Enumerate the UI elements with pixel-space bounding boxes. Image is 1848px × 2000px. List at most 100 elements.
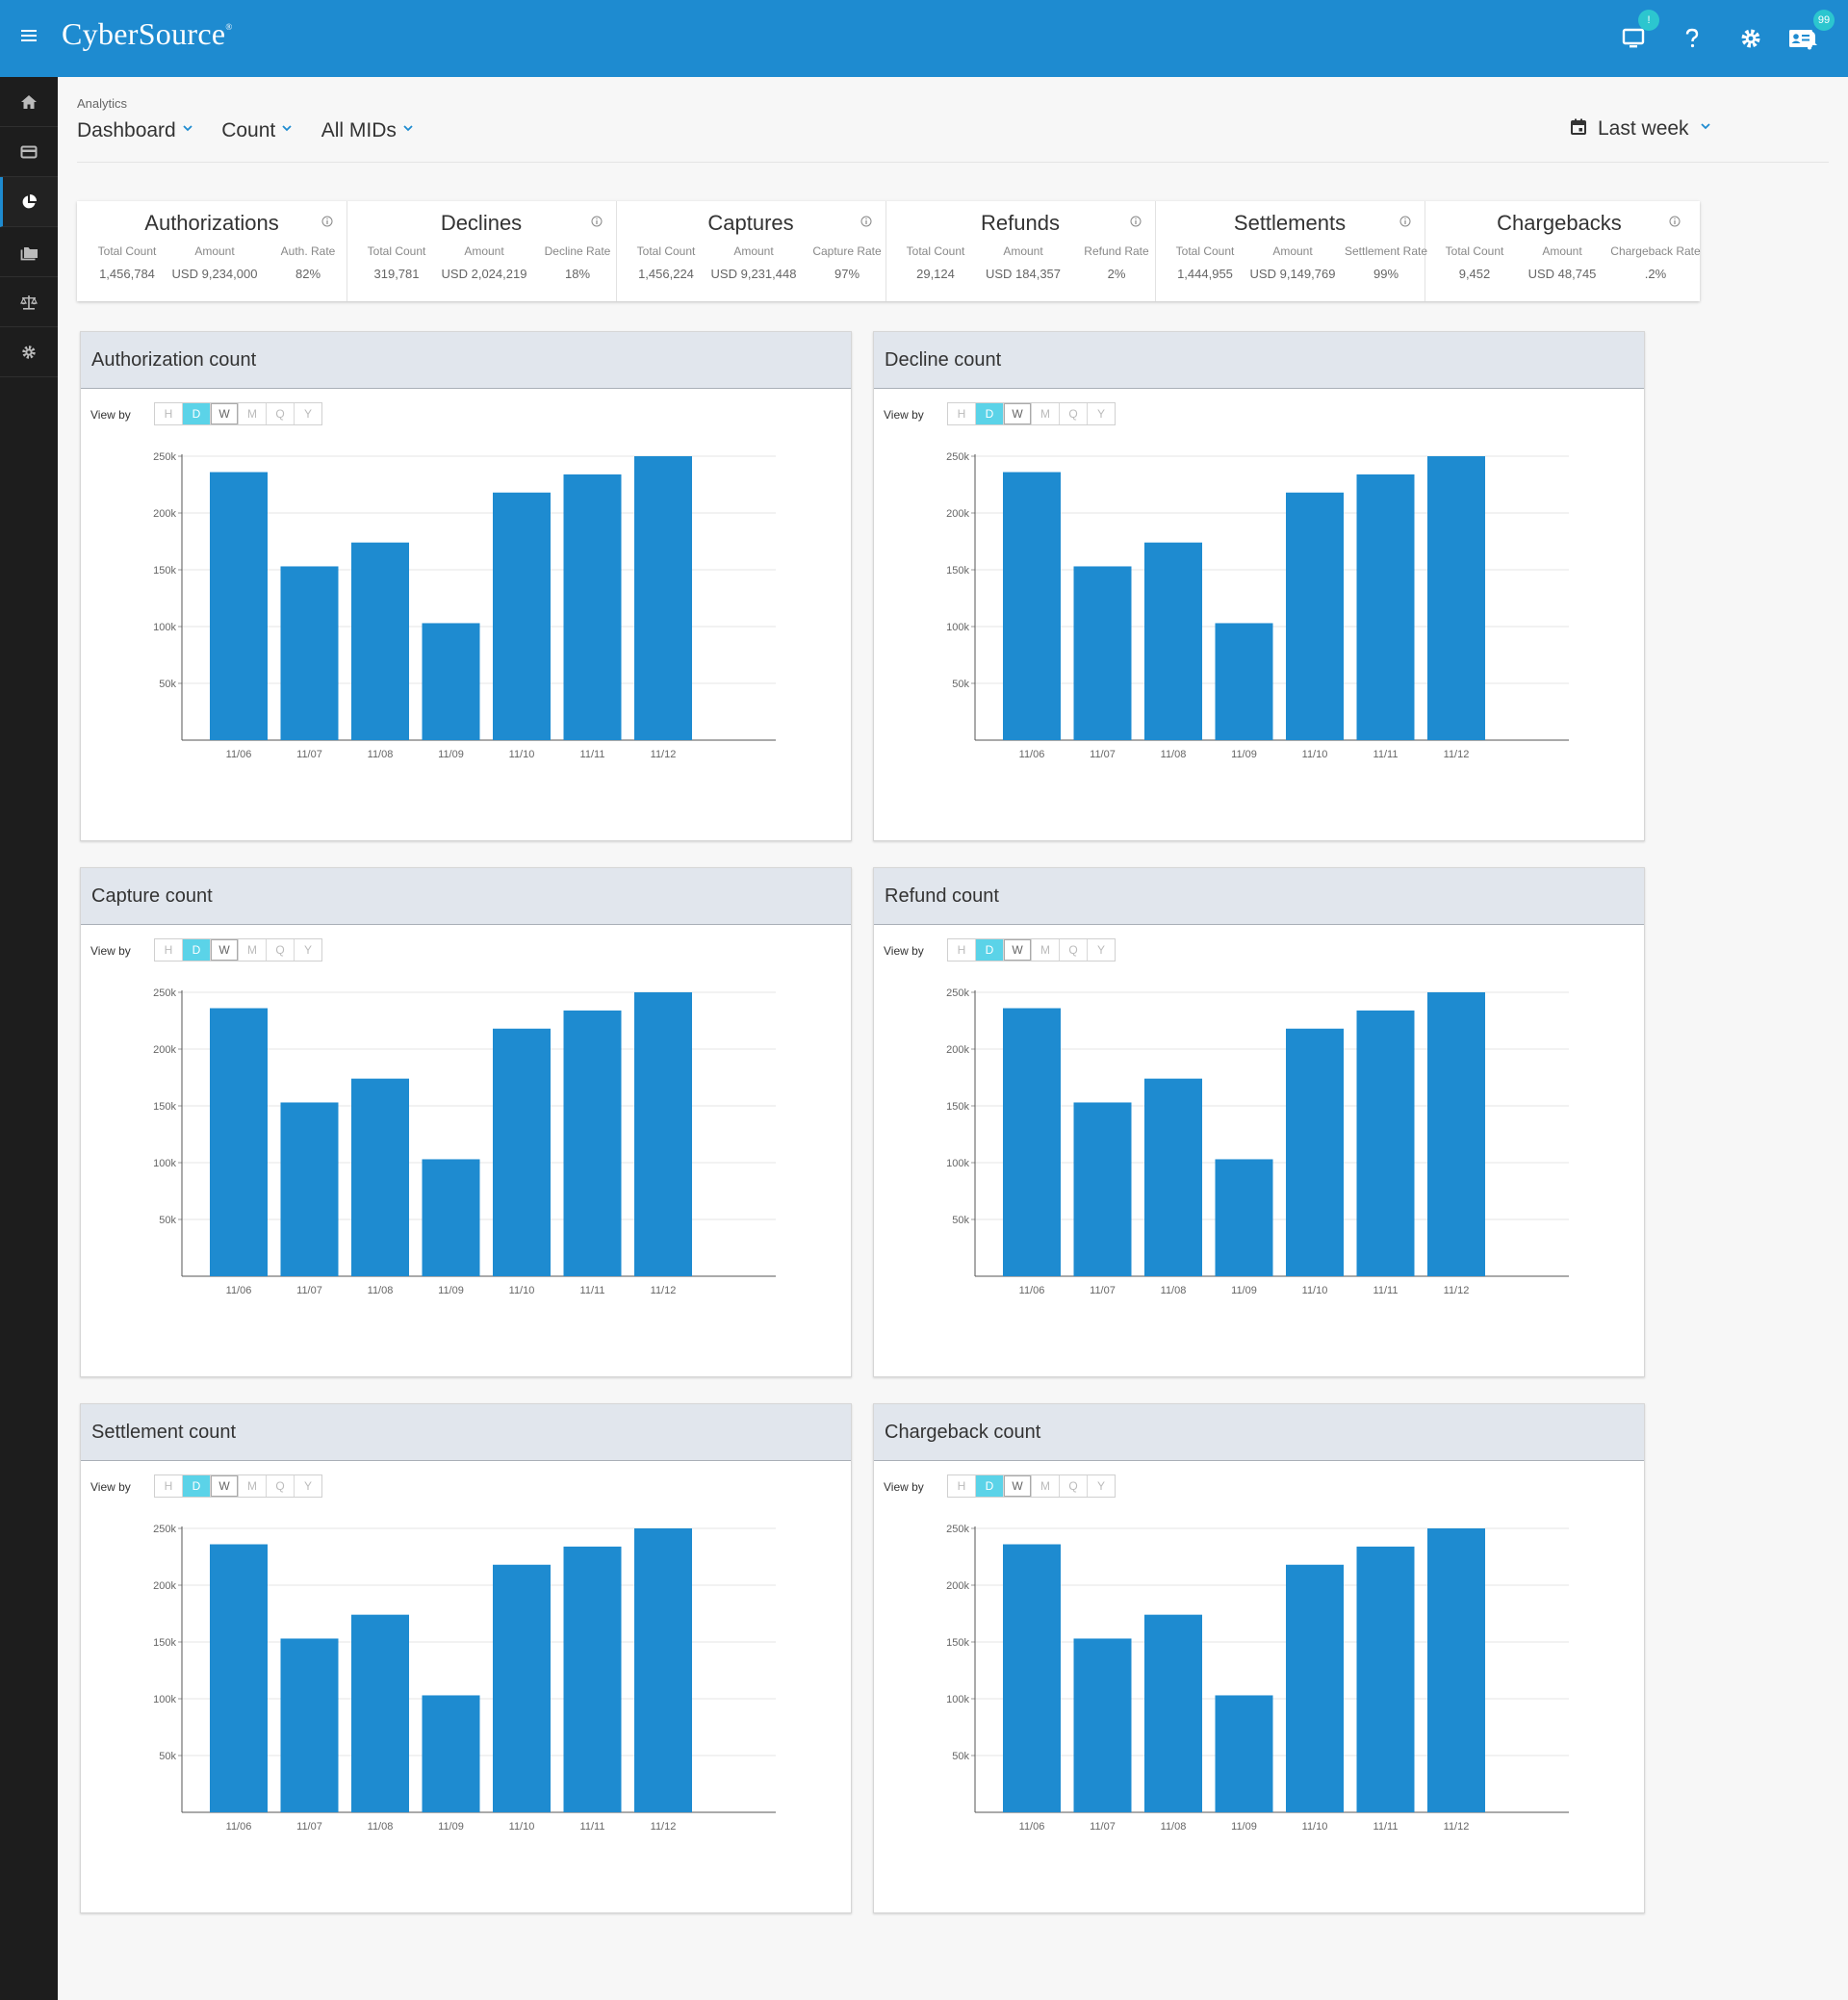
view-by-option-h[interactable]: H <box>948 1475 976 1497</box>
bar-11-06[interactable] <box>1003 1544 1061 1812</box>
bar-11-09[interactable] <box>1215 1159 1273 1276</box>
bar-11-08[interactable] <box>351 1614 409 1812</box>
bar-11-06[interactable] <box>1003 1008 1061 1276</box>
view-by-option-y[interactable]: Y <box>1096 1479 1105 1493</box>
kpi-card-captures[interactable]: Captures Total Count 1,456,224 Amount USD 9,… <box>616 201 886 301</box>
view-by-option-q[interactable]: Q <box>267 939 295 961</box>
sidebar-item-reports[interactable] <box>0 227 58 277</box>
view-by-option-y[interactable]: Y <box>303 407 312 421</box>
bar-11-07[interactable] <box>280 566 339 740</box>
date-range-dropdown[interactable]: Last week <box>1571 117 1710 141</box>
metric-dropdown[interactable]: Count <box>221 119 292 142</box>
view-by-option-d[interactable]: D <box>976 1475 1004 1497</box>
bar-11-11[interactable] <box>1356 1546 1415 1812</box>
view-by-option-q[interactable]: Q <box>1060 403 1088 424</box>
bar-11-10[interactable] <box>1286 1028 1344 1276</box>
help-icon[interactable] <box>1679 25 1706 52</box>
bar-11-06[interactable] <box>210 1008 268 1276</box>
bar-11-08[interactable] <box>1144 1614 1202 1812</box>
view-by-option-h[interactable]: H <box>948 939 976 961</box>
view-by-option-q[interactable]: Q <box>267 1475 295 1497</box>
view-by-option-w[interactable]: W <box>211 1475 239 1497</box>
bar-11-07[interactable] <box>1073 1638 1132 1812</box>
sidebar-item-transactions[interactable] <box>0 127 58 177</box>
menu-icon[interactable] <box>17 27 40 50</box>
view-by-option-m[interactable]: M <box>239 1475 267 1497</box>
gear-icon[interactable] <box>1737 25 1764 52</box>
view-by-option-q[interactable]: Q <box>1060 1475 1088 1497</box>
kpi-card-settlements[interactable]: Settlements Total Count 1,444,955 Amount USD… <box>1155 201 1427 301</box>
view-by-option-m[interactable]: M <box>239 939 267 961</box>
brand-logo[interactable]: CyberSource® <box>62 16 233 52</box>
view-by-option-w[interactable]: W <box>1004 1475 1032 1497</box>
bar-11-11[interactable] <box>563 1010 622 1276</box>
view-by-option-m[interactable]: M <box>239 403 267 424</box>
sidebar-item-analytics[interactable] <box>0 177 58 227</box>
info-icon[interactable] <box>1399 215 1411 227</box>
sidebar-item-settings[interactable] <box>0 327 58 377</box>
view-by-option-y[interactable]: Y <box>303 1479 312 1493</box>
bar-11-10[interactable] <box>493 1028 551 1276</box>
view-by-option-d[interactable]: D <box>976 939 1004 961</box>
view-by-option-m[interactable]: M <box>1032 403 1060 424</box>
bar-11-10[interactable] <box>1286 492 1344 740</box>
view-by-option-q[interactable]: Q <box>1060 939 1088 961</box>
bar-11-09[interactable] <box>1215 1695 1273 1812</box>
kpi-card-authorizations[interactable]: Authorizations Total Count 1,456,784 Amount… <box>77 201 347 301</box>
info-icon[interactable] <box>1130 215 1142 227</box>
view-by-option-h[interactable]: H <box>155 1475 183 1497</box>
view-by-option-d[interactable]: D <box>183 1475 211 1497</box>
view-by-option-d[interactable]: D <box>183 403 211 424</box>
info-icon[interactable] <box>860 215 872 227</box>
bar-11-12[interactable] <box>634 992 692 1276</box>
info-icon[interactable] <box>321 215 333 227</box>
view-by-option-m[interactable]: M <box>1032 939 1060 961</box>
mid-dropdown[interactable]: All MIDs <box>321 119 413 142</box>
bar-11-12[interactable] <box>1427 992 1485 1276</box>
view-by-option-q[interactable]: Q <box>267 403 295 424</box>
view-by-option-w[interactable]: W <box>1004 403 1032 424</box>
kpi-card-declines[interactable]: Declines Total Count 319,781 Amount USD 2,02… <box>346 201 617 301</box>
bar-11-09[interactable] <box>422 1159 480 1276</box>
bar-11-06[interactable] <box>210 472 268 740</box>
bar-11-12[interactable] <box>1427 456 1485 740</box>
view-dropdown[interactable]: Dashboard <box>77 119 192 142</box>
view-by-option-h[interactable]: H <box>155 403 183 424</box>
bar-11-07[interactable] <box>280 1638 339 1812</box>
view-by-option-y[interactable]: Y <box>1096 943 1105 957</box>
sidebar-item-home[interactable] <box>0 77 58 127</box>
bar-11-11[interactable] <box>563 1546 622 1812</box>
view-by-option-y[interactable]: Y <box>1096 407 1105 421</box>
bar-11-11[interactable] <box>1356 1010 1415 1276</box>
bar-11-09[interactable] <box>422 1695 480 1812</box>
bar-11-08[interactable] <box>1144 542 1202 740</box>
contact-card-icon[interactable] <box>1787 25 1814 52</box>
bar-11-09[interactable] <box>1215 623 1273 740</box>
bar-11-07[interactable] <box>1073 1102 1132 1276</box>
info-icon[interactable] <box>1669 215 1681 227</box>
view-by-option-w[interactable]: W <box>211 403 239 424</box>
bar-11-06[interactable] <box>210 1544 268 1812</box>
bar-11-06[interactable] <box>1003 472 1061 740</box>
kpi-card-refunds[interactable]: Refunds Total Count 29,124 Amount USD 184,35… <box>886 201 1156 301</box>
sidebar-item-decision-manager[interactable] <box>0 277 58 327</box>
view-by-option-w[interactable]: W <box>211 939 239 961</box>
view-by-option-h[interactable]: H <box>948 403 976 424</box>
bar-11-10[interactable] <box>493 492 551 740</box>
bar-11-08[interactable] <box>351 542 409 740</box>
bar-11-10[interactable] <box>493 1564 551 1812</box>
breadcrumb[interactable]: Analytics <box>77 96 128 111</box>
bar-11-10[interactable] <box>1286 1564 1344 1812</box>
view-by-option-d[interactable]: D <box>183 939 211 961</box>
monitor-icon[interactable]: ! <box>1621 10 1659 52</box>
bar-11-12[interactable] <box>634 456 692 740</box>
view-by-option-w[interactable]: W <box>1004 939 1032 961</box>
bar-11-09[interactable] <box>422 623 480 740</box>
kpi-card-chargebacks[interactable]: Chargebacks Total Count 9,452 Amount USD 48,… <box>1424 201 1701 301</box>
bar-11-08[interactable] <box>1144 1078 1202 1276</box>
info-icon[interactable] <box>591 215 603 227</box>
bar-11-08[interactable] <box>351 1078 409 1276</box>
bar-11-07[interactable] <box>280 1102 339 1276</box>
bar-11-07[interactable] <box>1073 566 1132 740</box>
view-by-option-y[interactable]: Y <box>303 943 312 957</box>
